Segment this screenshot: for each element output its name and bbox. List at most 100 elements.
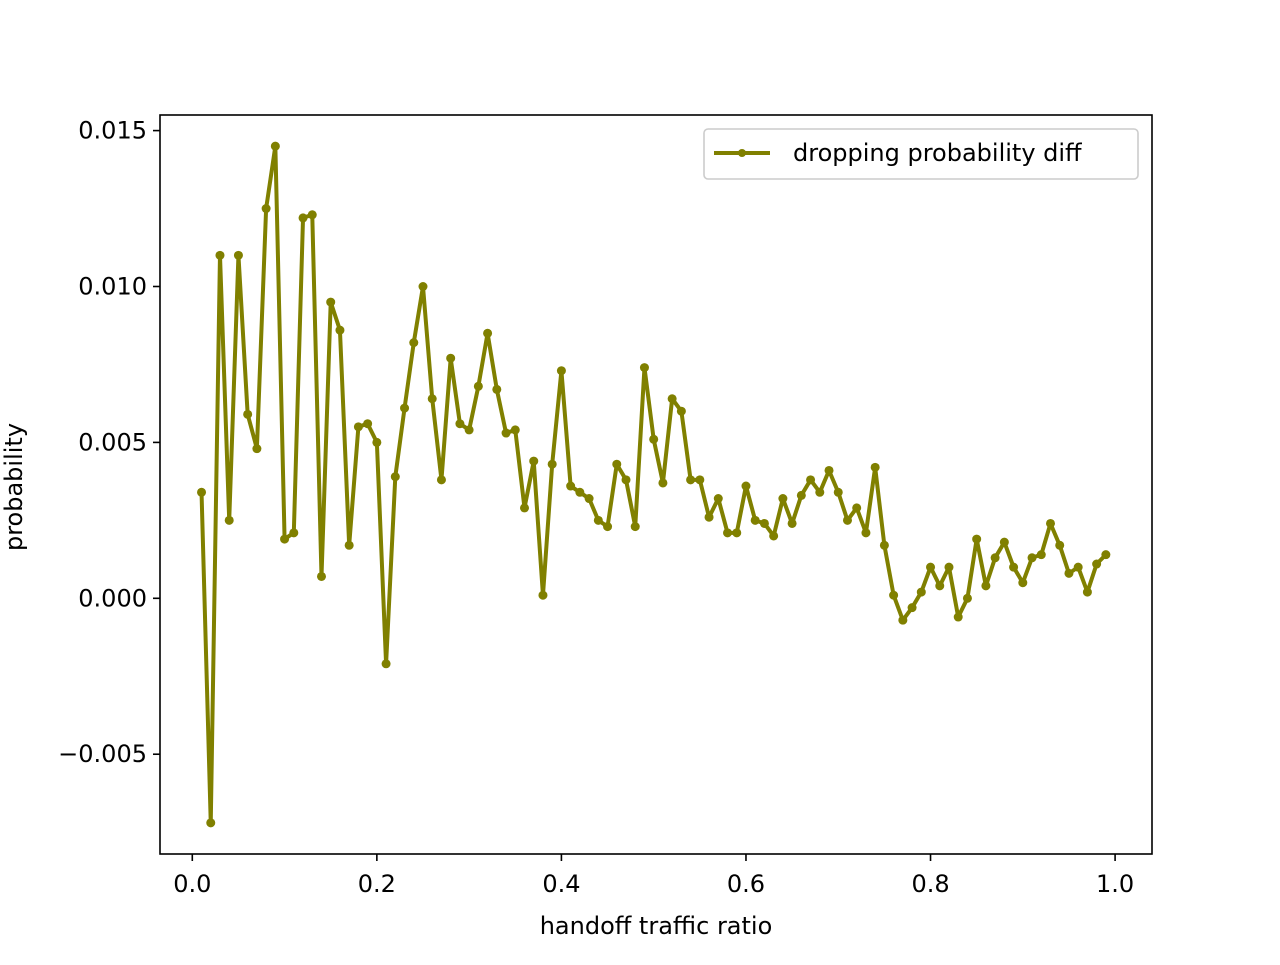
data-point [769,531,779,541]
data-point [1018,578,1028,588]
data-point [1045,518,1055,528]
data-point [889,590,899,600]
data-point [593,515,603,525]
legend: dropping probability diff [703,128,1139,180]
data-point [483,328,493,338]
y-tick-label: 0.010 [78,272,147,300]
data-point [409,338,419,348]
data-point [556,366,566,376]
x-tick-label: 0.8 [911,870,949,898]
data-point [981,581,991,591]
data-point [944,562,954,572]
data-point [252,444,262,454]
legend-label: dropping probability diff [793,139,1082,167]
data-point [243,409,253,419]
data-point [492,384,502,394]
data-point [520,503,530,513]
data-point [353,422,363,432]
data-point [603,522,613,532]
data-point [436,475,446,485]
data-point [1036,550,1046,560]
x-tick-label: 0.6 [727,870,765,898]
data-point [566,481,576,491]
data-point [464,425,474,435]
data-point [510,425,520,435]
data-point [916,587,926,597]
data-point [926,562,936,572]
x-tick-label: 0.2 [358,870,396,898]
data-point [473,381,483,391]
data-point [1009,562,1019,572]
data-point [870,462,880,472]
data-point [233,250,243,260]
data-point [953,612,963,622]
data-point [713,494,723,504]
y-tick-label: 0.000 [78,584,147,612]
data-point [390,472,400,482]
data-point [935,581,945,591]
data-point [778,494,788,504]
data-point [796,490,806,500]
data-point [732,528,742,538]
x-tick-label: 0.0 [173,870,211,898]
data-point [676,406,686,416]
data-point [750,515,760,525]
data-point [224,515,234,525]
y-tick-label: −0.005 [58,740,147,768]
data-point [261,204,271,214]
data-point [1073,562,1083,572]
data-point [326,297,336,307]
data-point [316,571,326,581]
y-tick-label: 0.015 [78,117,147,145]
data-point [455,419,465,429]
plot-frame [159,114,1153,855]
data-point [206,818,216,828]
data-point [741,481,751,491]
data-point [289,528,299,538]
data-point [898,615,908,625]
data-point [1064,568,1074,578]
data-point [363,419,373,429]
data-point [298,213,308,223]
data-point [335,325,345,335]
data-point [538,590,548,600]
series-layer [197,141,1111,828]
data-point [427,394,437,404]
data-point [197,487,207,497]
data-point [630,522,640,532]
data-point [307,210,317,220]
y-tick-label: 0.005 [78,428,147,456]
legend-marker-swatch [738,149,746,157]
data-point [962,593,972,603]
data-point [787,518,797,528]
data-point [723,528,733,538]
data-point [1055,540,1065,550]
axis-ticks: 0.0 0.2 0.4 0.6 0.8 1.0 −0.005 0.000 0.005 0.010 0… [58,117,1134,898]
data-point [529,456,539,466]
data-point [621,475,631,485]
x-tick-label: 0.4 [542,870,580,898]
data-point [907,603,917,613]
data-point [852,503,862,513]
data-point [501,428,511,438]
data-point [999,537,1009,547]
data-point [824,465,834,475]
x-tick-label: 1.0 [1096,870,1134,898]
data-point [584,494,594,504]
x-axis-label: handoff traffic ratio [540,912,773,940]
data-point [833,487,843,497]
data-point [695,475,705,485]
data-point [270,141,280,151]
data-point [842,515,852,525]
data-point [649,434,659,444]
data-point [658,478,668,488]
data-point [344,540,354,550]
data-point [372,437,382,447]
data-point [861,528,871,538]
data-point [815,487,825,497]
data-point [215,250,225,260]
data-point [1101,550,1111,560]
data-point [381,659,391,669]
data-point [806,475,816,485]
